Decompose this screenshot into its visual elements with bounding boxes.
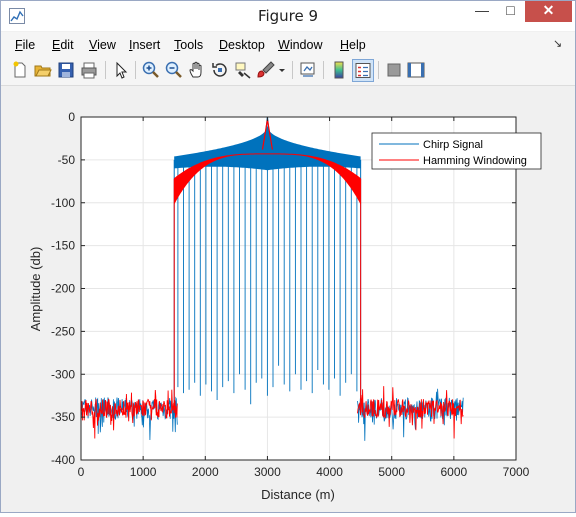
toolbar-separator <box>292 61 293 79</box>
x-tick-label: 4000 <box>316 465 343 479</box>
chirp-plot[interactable]: 0 1000 2000 3000 4000 5000 6000 7000 0 -50 -100 -15… <box>2 87 575 512</box>
y-tick-label: -150 <box>51 239 75 253</box>
hide-plot-tools-icon[interactable] <box>384 60 404 80</box>
zoom-out-icon[interactable] <box>164 60 184 80</box>
rotate-3d-icon[interactable] <box>210 60 230 80</box>
hamming-noise-trace <box>80 389 178 439</box>
toolbar-separator <box>105 61 106 79</box>
y-tick-label: -350 <box>51 410 75 424</box>
new-figure-icon[interactable] <box>10 60 30 80</box>
axis-ticks: 0 1000 2000 3000 4000 5000 6000 7000 0 -50 -100 -15… <box>51 110 530 479</box>
edit-plot-icon[interactable] <box>111 60 131 80</box>
x-tick-label: 0 <box>78 465 85 479</box>
minimize-button[interactable]: — <box>468 1 496 22</box>
menu-tools[interactable]: Tools <box>174 38 204 52</box>
y-tick-label: -300 <box>51 367 75 381</box>
y-tick-label: -200 <box>51 282 75 296</box>
toolbar-separator <box>135 61 136 79</box>
toolbar-separator <box>378 61 379 79</box>
zoom-in-icon[interactable] <box>141 60 161 80</box>
open-file-icon[interactable] <box>33 60 53 80</box>
menu-file[interactable]: File <box>15 38 36 52</box>
close-button[interactable]: ✕ <box>525 1 572 22</box>
figure-canvas[interactable]: 0 1000 2000 3000 4000 5000 6000 7000 0 -50 -100 -15… <box>2 87 575 512</box>
y-tick-label: -100 <box>51 196 75 210</box>
minimize-icon: — <box>475 2 489 18</box>
y-tick-label: -50 <box>58 153 76 167</box>
y-tick-label: 0 <box>68 110 75 124</box>
print-icon[interactable] <box>79 60 99 80</box>
menu-view[interactable]: View <box>89 38 116 52</box>
insert-legend-icon[interactable] <box>352 59 374 82</box>
brush-dropdown-icon[interactable] <box>277 60 287 80</box>
legend-box <box>371 132 542 170</box>
y-axis-label: Amplitude (db) <box>28 247 43 332</box>
x-tick-label: 1000 <box>130 465 157 479</box>
hamming-envelope <box>173 153 361 180</box>
legend-label-chirp: Chirp Signal <box>423 139 483 151</box>
hamming-noise-trace <box>357 386 464 439</box>
figure-toolbar <box>1 57 575 86</box>
x-tick-label: 2000 <box>192 465 219 479</box>
link-plot-icon[interactable] <box>298 60 318 80</box>
menu-insert[interactable]: Insert <box>129 38 161 52</box>
x-tick-label: 7000 <box>503 465 530 479</box>
menu-desktop[interactable]: Desktop <box>219 38 265 52</box>
brush-icon[interactable] <box>256 60 276 80</box>
menu-window[interactable]: Window <box>278 38 323 52</box>
x-tick-label: 6000 <box>441 465 468 479</box>
x-tick-label: 5000 <box>378 465 405 479</box>
close-icon: ✕ <box>542 2 555 18</box>
maximize-button[interactable]: □ <box>497 1 524 22</box>
maximize-icon: □ <box>506 2 515 18</box>
title-bar[interactable]: Figure 9 — □ ✕ <box>1 1 575 31</box>
dock-icon[interactable]: ↘ <box>553 38 563 50</box>
window-title: Figure 9 <box>257 7 319 25</box>
pan-icon[interactable] <box>187 60 207 80</box>
toolbar-separator <box>323 61 324 79</box>
x-tick-label: 3000 <box>254 465 281 479</box>
legend[interactable]: Chirp Signal Hamming Windowing <box>371 132 542 170</box>
y-tick-label: -400 <box>51 453 75 467</box>
menu-edit[interactable]: Edit <box>52 38 74 52</box>
matlab-figure-icon <box>9 8 25 24</box>
show-plot-tools-icon[interactable] <box>406 60 426 80</box>
y-tick-label: -250 <box>51 324 75 338</box>
save-icon[interactable] <box>56 60 76 80</box>
insert-colorbar-icon[interactable] <box>329 60 349 80</box>
series-hamming-windowing <box>80 119 464 439</box>
data-cursor-icon[interactable] <box>233 60 253 80</box>
menu-help[interactable]: Help <box>340 38 366 52</box>
x-axis-label: Distance (m) <box>261 487 335 502</box>
legend-label-hamming: Hamming Windowing <box>423 155 527 167</box>
menu-bar: File Edit View Insert Tools Desktop Wind… <box>1 32 575 57</box>
